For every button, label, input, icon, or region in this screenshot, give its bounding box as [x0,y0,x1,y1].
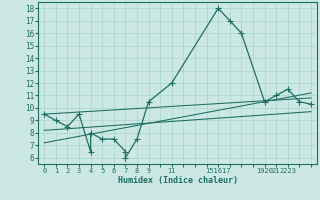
X-axis label: Humidex (Indice chaleur): Humidex (Indice chaleur) [118,176,238,185]
